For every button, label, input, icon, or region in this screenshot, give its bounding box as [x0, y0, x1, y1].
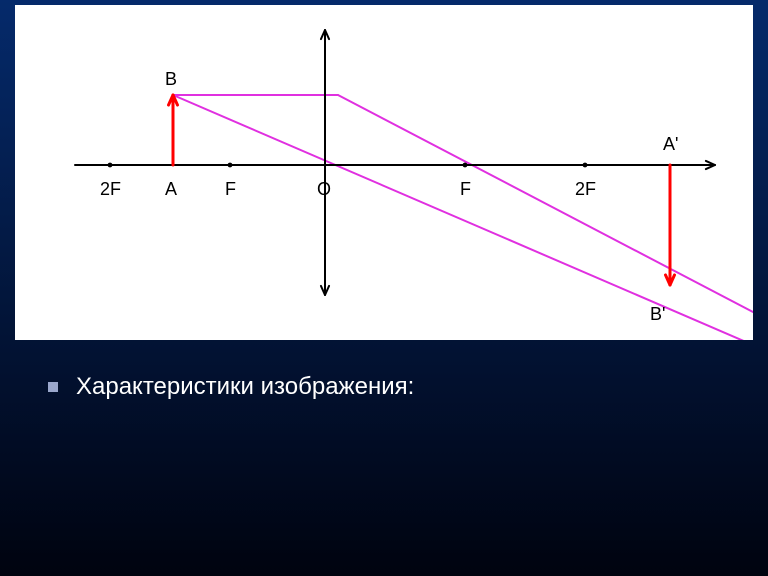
image-label-Bprime: B' — [650, 304, 665, 324]
axis-label-O: O — [317, 179, 331, 199]
axis-label-A: A — [165, 179, 177, 199]
axis-label-negF: F — [225, 179, 236, 199]
caption-row: Характеристики изображения: — [48, 373, 414, 402]
axis-label-pos2F: 2F — [575, 179, 596, 199]
bullet-icon — [48, 382, 58, 392]
caption-text: Характеристики изображения: — [76, 373, 414, 402]
slide: 2F A F O F 2F B A' B' Характеристики изображения… — [0, 0, 768, 576]
axis-label-neg2F: 2F — [100, 179, 121, 199]
optics-diagram: 2F A F O F 2F B A' B' — [15, 5, 753, 340]
axis-label-posF: F — [460, 179, 471, 199]
image-label-Aprime: A' — [663, 134, 678, 154]
object-label-B: B — [165, 69, 177, 89]
